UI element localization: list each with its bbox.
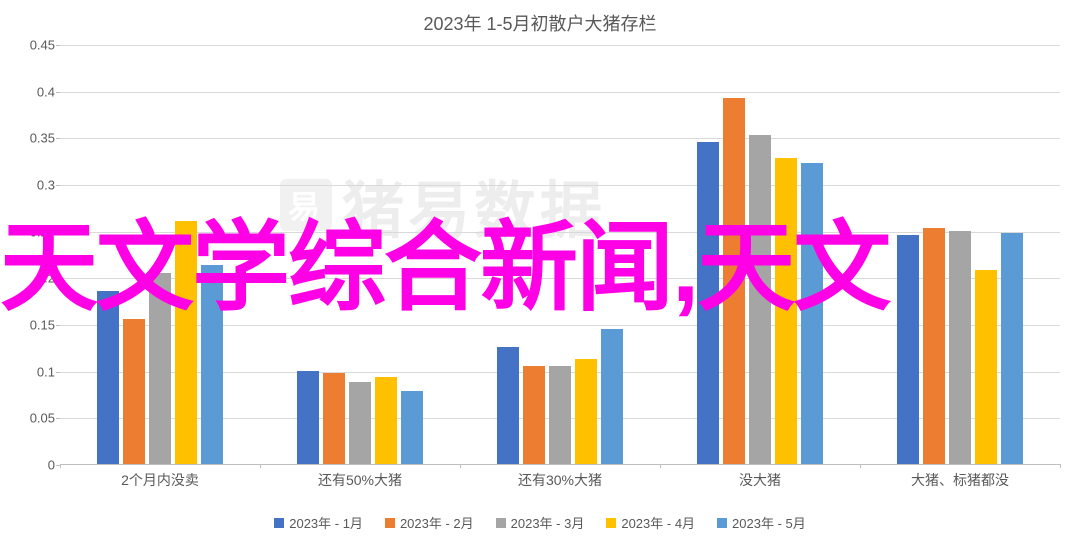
y-tick-label: 0.4: [10, 84, 55, 99]
plot-area: 00.050.10.150.20.250.30.350.40.45: [60, 45, 1060, 465]
legend-swatch: [385, 518, 395, 528]
x-tick-mark: [260, 464, 261, 468]
legend-swatch: [274, 518, 284, 528]
y-tick-label: 0.35: [10, 131, 55, 146]
legend-swatch: [717, 518, 727, 528]
bar: [149, 273, 171, 464]
y-tick-label: 0.2: [10, 271, 55, 286]
x-tick-mark: [60, 464, 61, 468]
bar: [723, 98, 745, 464]
bar: [375, 377, 397, 464]
y-tick-mark: [56, 92, 60, 93]
bar: [549, 366, 571, 464]
bar: [697, 142, 719, 464]
bar: [123, 319, 145, 464]
bar: [297, 371, 319, 464]
bar-chart: 2023年 1-5月初散户大猪存栏 易 猪易数据 00.050.10.150.2…: [0, 0, 1080, 540]
y-tick-mark: [56, 372, 60, 373]
grid-line: [60, 45, 1060, 46]
chart-title: 2023年 1-5月初散户大猪存栏: [0, 10, 1080, 36]
grid-line: [60, 92, 1060, 93]
y-tick-label: 0.05: [10, 411, 55, 426]
x-axis-label: 还有30%大猪: [518, 470, 602, 490]
x-axis-label: 没大猪: [739, 470, 781, 490]
y-tick-label: 0.3: [10, 178, 55, 193]
x-axis-label: 2个月内没卖: [121, 470, 199, 490]
y-tick-label: 0.45: [10, 38, 55, 53]
y-tick-mark: [56, 232, 60, 233]
legend-label: 2023年 - 3月: [511, 513, 585, 532]
x-axis-label: 还有50%大猪: [318, 470, 402, 490]
legend-item: 2023年 - 5月: [717, 513, 806, 532]
bar: [749, 135, 771, 464]
legend-swatch: [496, 518, 506, 528]
legend-label: 2023年 - 1月: [289, 513, 363, 532]
bar: [575, 359, 597, 464]
bar: [401, 391, 423, 464]
y-tick-mark: [56, 325, 60, 326]
legend-label: 2023年 - 5月: [732, 513, 806, 532]
x-tick-mark: [660, 464, 661, 468]
y-tick-label: 0.15: [10, 318, 55, 333]
y-tick-mark: [56, 418, 60, 419]
y-tick-label: 0.1: [10, 364, 55, 379]
bar: [323, 373, 345, 464]
bar: [923, 228, 945, 464]
bar: [949, 231, 971, 464]
bar: [1001, 233, 1023, 464]
grid-line: [60, 232, 1060, 233]
legend-item: 2023年 - 2月: [385, 513, 474, 532]
legend-label: 2023年 - 2月: [400, 513, 474, 532]
x-axis-label: 大猪、标猪都没: [911, 470, 1009, 490]
bar: [775, 158, 797, 464]
y-tick-mark: [56, 138, 60, 139]
bar: [975, 270, 997, 464]
y-tick-mark: [56, 185, 60, 186]
bar: [523, 366, 545, 464]
legend-item: 2023年 - 3月: [496, 513, 585, 532]
legend-label: 2023年 - 4月: [621, 513, 695, 532]
bar: [897, 235, 919, 464]
x-tick-mark: [860, 464, 861, 468]
bar: [601, 329, 623, 464]
grid-line: [60, 138, 1060, 139]
bar: [175, 221, 197, 464]
legend-item: 2023年 - 1月: [274, 513, 363, 532]
bar: [97, 291, 119, 464]
y-tick-label: 0: [10, 458, 55, 473]
y-tick-mark: [56, 278, 60, 279]
x-tick-mark: [460, 464, 461, 468]
bar: [349, 382, 371, 464]
legend: 2023年 - 1月 2023年 - 2月 2023年 - 3月 2023年 - 4月…: [0, 513, 1080, 532]
bar: [801, 163, 823, 464]
x-tick-mark: [1060, 464, 1061, 468]
legend-item: 2023年 - 4月: [606, 513, 695, 532]
bar: [201, 265, 223, 464]
legend-swatch: [606, 518, 616, 528]
y-tick-label: 0.25: [10, 224, 55, 239]
bar: [497, 347, 519, 464]
grid-line: [60, 185, 1060, 186]
y-tick-mark: [56, 45, 60, 46]
